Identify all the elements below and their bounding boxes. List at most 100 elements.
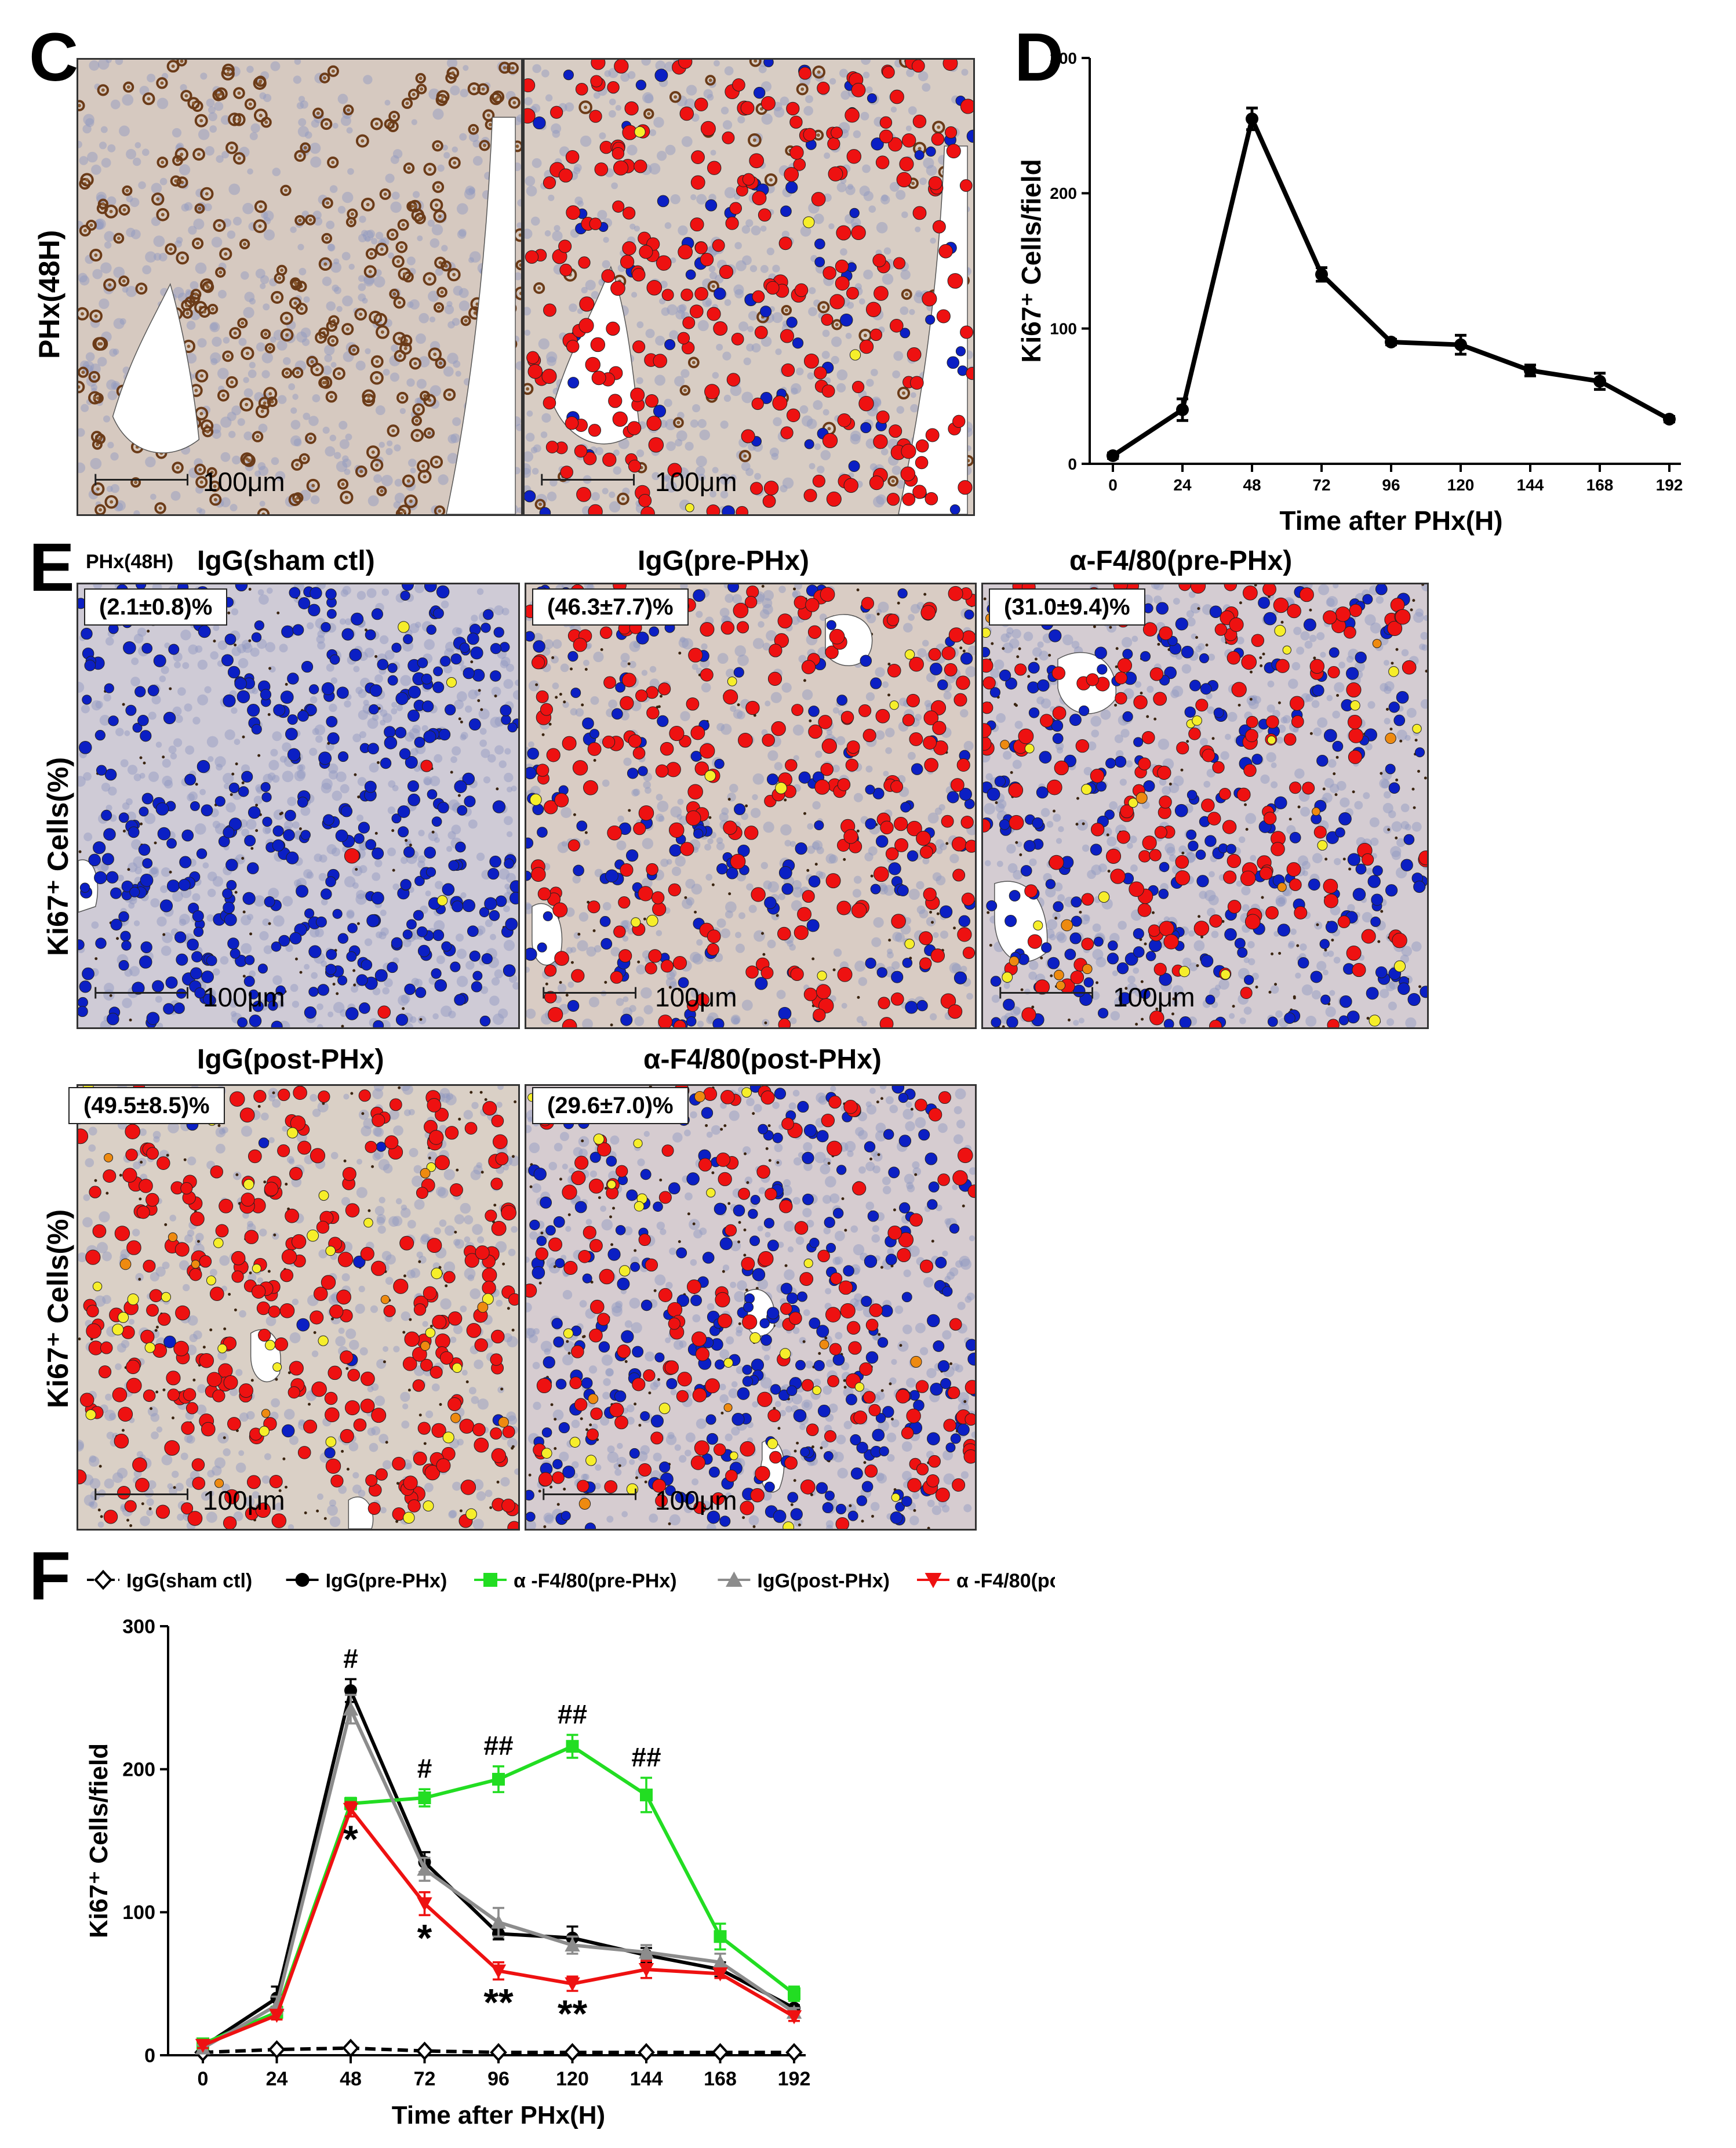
data-point (638, 1963, 654, 1978)
data-point (726, 1571, 743, 1587)
x-tick-label: 0 (1108, 476, 1118, 494)
panel-e-scale-af480-pre: 100μm (1113, 982, 1195, 1012)
data-point (925, 1573, 942, 1589)
panel-letter-d: D (1014, 19, 1064, 96)
y-tick-label: 200 (122, 1759, 155, 1781)
panel-c-quantified-image (523, 58, 975, 516)
data-point (711, 2042, 729, 2062)
panel-e-phx-label: PHx(48H) (86, 551, 174, 573)
y-axis-label: Ki67⁺ Cells/field (1016, 159, 1046, 363)
significance-annotation: # (417, 1753, 432, 1783)
data-point (490, 2042, 507, 2062)
y-tick-label: 0 (144, 2045, 155, 2067)
panel-e-title-af480-pre: α-F4/80(pre-PHx) (1069, 546, 1293, 576)
data-point (638, 2042, 655, 2062)
x-tick-label: 144 (1517, 476, 1544, 494)
x-tick-label: 72 (1312, 476, 1330, 494)
vessel-lumen (898, 146, 968, 514)
panel-e-tissue-af480-pre (983, 584, 1427, 1027)
data-point (483, 1573, 497, 1587)
panel-e-tissue-igg-post (78, 1086, 518, 1529)
data-point (786, 2010, 802, 2025)
significance-annotation: ## (558, 1699, 587, 1729)
y-tick-label: 100 (122, 1902, 155, 1924)
series-0 (1107, 106, 1676, 462)
quantification-markers (526, 584, 975, 1027)
significance-annotation: ## (483, 1731, 513, 1761)
legend-label-1: IgG(pre-PHx) (326, 1570, 447, 1592)
series-0 (194, 2038, 803, 2062)
data-point (416, 2041, 434, 2060)
panel-e-image-af480-pre (981, 583, 1429, 1029)
data-point (1176, 403, 1189, 416)
panel-e-pct-igg-pre: (46.3±7.7)% (532, 588, 689, 626)
data-point (417, 1897, 432, 1911)
legend-label-0: IgG(sham ctl) (126, 1570, 252, 1592)
y-tick-label: 300 (1050, 49, 1077, 67)
x-tick-label: 24 (266, 2068, 288, 2090)
data-point (1385, 336, 1397, 348)
panel-e-pct-igg-post: (49.5±8.5)% (68, 1087, 225, 1124)
legend-label-3: IgG(post-PHx) (757, 1570, 890, 1592)
data-point (343, 1701, 359, 1716)
data-point (1663, 413, 1676, 426)
vessel-lumen (446, 117, 516, 514)
panel-c-quantified-tissue (525, 60, 973, 514)
y-axis-label: Ki67⁺ Cells/field (85, 1743, 113, 1938)
panel-e-tissue-af480-post (526, 1086, 975, 1529)
significance-annotation: ## (631, 1742, 661, 1772)
data-point (712, 1954, 728, 1969)
legend: IgG(sham ctl) IgG(pre-PHx) α -F4/80(pre-PH… (87, 1569, 1055, 1592)
data-point (566, 1740, 579, 1753)
data-point (295, 1573, 310, 1587)
panel-e-title-af480-post: α-F4/80(post-PHx) (643, 1044, 882, 1075)
x-tick-label: 168 (704, 2068, 737, 2090)
x-tick-label: 96 (487, 2068, 509, 2090)
data-point (1524, 364, 1537, 377)
panel-e-scale-igg-pre: 100μm (655, 982, 737, 1012)
series-line (1111, 111, 1671, 458)
panel-e-pct-sham: (2.1±0.8)% (84, 588, 228, 626)
panel-c-scale-right: 100μm (655, 467, 737, 497)
data-point (1107, 449, 1119, 462)
data-point (712, 1967, 728, 1982)
x-tick-label: 96 (1382, 476, 1400, 494)
panel-e-row1-label: Ki67⁺ Cells(%) (42, 757, 74, 956)
y-tick-label: 0 (1068, 455, 1077, 473)
x-tick-label: 0 (198, 2068, 209, 2090)
data-point (417, 1862, 432, 1876)
x-tick-label: 120 (1447, 476, 1475, 494)
data-point (563, 2042, 581, 2062)
quantification-markers (525, 60, 973, 514)
tissue-texture (78, 60, 521, 514)
data-point (490, 1914, 507, 1929)
data-point (418, 1791, 431, 1804)
panel-letter-c: C (29, 19, 79, 96)
significance-annotation: ** (483, 1980, 514, 2023)
panel-e-title-igg-pre: IgG(pre-PHx) (638, 546, 810, 576)
data-point (490, 1964, 507, 1979)
significance-annotation: # (343, 1643, 358, 1673)
data-point (640, 1789, 653, 1802)
x-tick-label: 192 (778, 2068, 811, 2090)
data-point (94, 1569, 112, 1590)
data-point (785, 2042, 803, 2062)
tissue-background (526, 584, 975, 1027)
x-axis-label: Time after PHx(H) (1279, 506, 1502, 536)
x-tick-label: 120 (556, 2068, 589, 2090)
data-point (344, 1684, 357, 1697)
panel-e-image-igg-pre (525, 583, 977, 1029)
panel-e-scale-af480-post: 100μm (655, 1485, 737, 1515)
y-tick-label: 200 (1050, 184, 1077, 202)
data-point (269, 2008, 285, 2023)
panel-f-line-chart: 0 100 200 300 0 24 48 72 96 120 144 168 192 Time afte… (85, 1569, 1055, 2129)
data-point (788, 1987, 800, 2000)
x-tick-label: 48 (1243, 476, 1261, 494)
vessel-lumen (112, 282, 200, 453)
x-tick-label: 168 (1586, 476, 1614, 494)
data-point (342, 2038, 359, 2058)
panel-e-tissue-igg-pre (526, 584, 975, 1027)
data-point (1454, 338, 1467, 351)
panel-d-line-chart: 0 100 200 300 0 24 48 72 96 120 144 168 192 Time afte… (1016, 49, 1683, 536)
panel-letter-e: E (29, 529, 75, 606)
